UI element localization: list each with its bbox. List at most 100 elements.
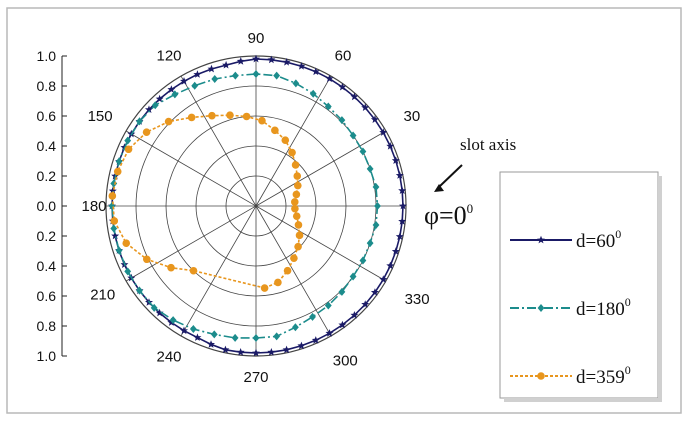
data-point-star bbox=[221, 345, 230, 354]
radial-axis: 1.0 0.8 0.6 0.4 0.2 0.0 0.2 0.4 0.6 0.8 1.0 bbox=[37, 48, 67, 364]
data-point-diamond bbox=[372, 221, 380, 230]
data-point-circle bbox=[283, 266, 292, 275]
radial-tick-label: 0.8 bbox=[37, 318, 57, 334]
data-point-star bbox=[207, 64, 216, 73]
data-point-star bbox=[297, 62, 306, 70]
data-point-diamond bbox=[324, 301, 332, 310]
data-point-star bbox=[338, 320, 347, 329]
data-point-diamond bbox=[124, 267, 132, 276]
data-point-star bbox=[252, 54, 260, 63]
data-point-star bbox=[350, 92, 359, 101]
radial-tick-label: 0.2 bbox=[37, 168, 57, 184]
data-point-star bbox=[395, 171, 404, 179]
angle-tick-label: 30 bbox=[404, 108, 421, 125]
data-point-star bbox=[311, 67, 320, 76]
data-point-diamond bbox=[338, 116, 346, 125]
grid-spoke bbox=[180, 205, 257, 337]
series-circle bbox=[108, 111, 304, 292]
grid-spoke bbox=[125, 130, 257, 207]
angle-tick-label: 90 bbox=[248, 30, 265, 47]
data-point-diamond bbox=[150, 303, 158, 312]
data-point-star bbox=[193, 333, 202, 341]
data-point-circle bbox=[260, 284, 269, 292]
data-point-circle bbox=[167, 263, 175, 272]
data-point-diamond bbox=[110, 224, 118, 233]
data-point-circle bbox=[122, 239, 131, 248]
data-point-circle bbox=[258, 116, 266, 125]
slot-axis-label: slot axis bbox=[460, 135, 516, 154]
data-point-diamond bbox=[537, 304, 545, 312]
data-point-diamond bbox=[231, 71, 239, 80]
angle-tick-label: 120 bbox=[156, 47, 181, 64]
data-point-circle bbox=[290, 254, 298, 262]
data-point-star bbox=[167, 85, 176, 93]
data-point-star bbox=[395, 232, 404, 240]
legend-label-text: d=60 bbox=[576, 231, 615, 252]
slot-axis-arrow-line bbox=[439, 164, 463, 187]
legend-label-sup: 0 bbox=[625, 363, 631, 377]
data-point-diamond bbox=[374, 202, 381, 210]
data-point-diamond bbox=[366, 239, 374, 248]
data-point-circle bbox=[164, 117, 173, 126]
data-point-circle bbox=[187, 113, 196, 122]
data-point-diamond bbox=[136, 117, 143, 126]
data-point-star bbox=[180, 77, 188, 85]
data-point-diamond bbox=[210, 330, 218, 339]
data-point-circle bbox=[113, 167, 122, 176]
data-point-diamond bbox=[191, 81, 199, 90]
data-point-circle bbox=[292, 212, 301, 220]
data-point-star bbox=[370, 288, 379, 296]
data-point-diamond bbox=[169, 316, 177, 325]
data-point-star bbox=[338, 82, 347, 91]
grid-spoke bbox=[255, 205, 387, 282]
data-point-star bbox=[391, 156, 400, 164]
data-point-star bbox=[222, 60, 231, 69]
radial-tick-label: 0.4 bbox=[37, 138, 57, 154]
legend-label: d=1800 bbox=[576, 295, 631, 320]
data-point-star bbox=[155, 94, 164, 103]
data-point-diamond bbox=[231, 333, 239, 342]
data-point-star bbox=[311, 336, 320, 344]
data-point-diamond bbox=[124, 136, 132, 145]
angle-tick-label: 60 bbox=[335, 47, 352, 64]
data-point-circle bbox=[189, 266, 198, 275]
data-point-circle bbox=[537, 372, 545, 380]
data-point-circle bbox=[108, 192, 117, 200]
data-point-star bbox=[361, 103, 370, 111]
data-point-star bbox=[252, 348, 260, 357]
data-point-circle bbox=[291, 161, 300, 169]
data-point-diamond bbox=[366, 164, 374, 173]
angle-tick-label: 180 bbox=[81, 198, 106, 215]
grid-spoke bbox=[255, 130, 387, 207]
slot-axis-arrowhead bbox=[434, 184, 444, 192]
data-point-star bbox=[111, 231, 120, 240]
angle-tick-label: 330 bbox=[405, 291, 430, 308]
radial-tick-label: 0.4 bbox=[37, 258, 57, 274]
data-point-star bbox=[282, 58, 291, 66]
legend-label-text: d=180 bbox=[576, 299, 625, 320]
data-point-circle bbox=[274, 278, 282, 287]
radial-tick-label: 0.2 bbox=[37, 228, 57, 244]
angle-tick-labels: 90 60 30 330 300 270 240 210 180 150 120 bbox=[81, 30, 429, 386]
data-point-diamond bbox=[189, 324, 197, 333]
data-point-circle bbox=[242, 112, 251, 121]
data-point-diamond bbox=[151, 101, 159, 110]
data-point-star bbox=[155, 308, 164, 317]
data-point-circle bbox=[281, 136, 290, 145]
data-point-diamond bbox=[115, 157, 123, 166]
data-point-diamond bbox=[252, 334, 260, 342]
radial-tick-label: 0.6 bbox=[37, 108, 57, 124]
data-point-diamond bbox=[349, 131, 357, 140]
data-point-circle bbox=[293, 172, 302, 180]
radial-tick-label: 0.0 bbox=[37, 198, 57, 214]
data-point-star bbox=[180, 326, 188, 335]
phi-label-sup: 0 bbox=[467, 201, 474, 216]
grid-spoke bbox=[125, 205, 257, 282]
data-point-star bbox=[325, 74, 334, 83]
grid-spoke bbox=[255, 205, 332, 337]
data-point-star bbox=[361, 300, 370, 308]
legend-label-sup: 0 bbox=[615, 227, 621, 241]
data-point-circle bbox=[294, 221, 303, 229]
series-diamond bbox=[108, 70, 381, 342]
